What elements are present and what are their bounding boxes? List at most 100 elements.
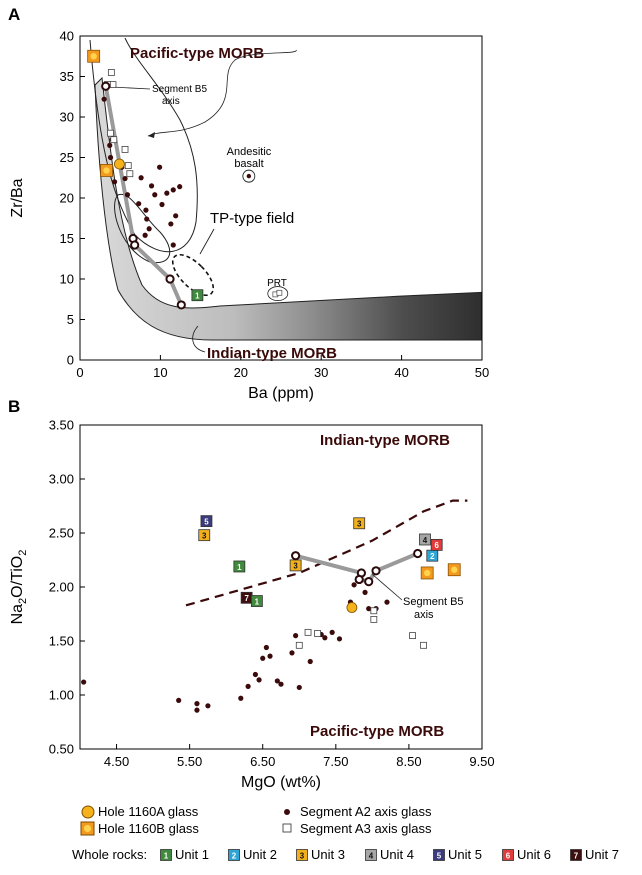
panel-b-x-tick-label: 7.50 (323, 754, 348, 769)
legend-unit-3-marker-number: 3 (300, 851, 305, 860)
panel-b-whole-rock-unit-3-6-box (353, 517, 366, 530)
panel-b-segment-a2-point (205, 703, 211, 709)
panel-b-y-tick-label: 2.50 (49, 526, 74, 541)
panel-b-whole-rock-unit-2-8-number: 2 (430, 552, 435, 561)
legend-unit-5-label: Unit 5 (448, 847, 482, 862)
legend-unit-7-marker-box (570, 849, 582, 861)
panel-b-indian-label: Indian-type MORB (320, 432, 450, 449)
panel-b-whole-rock-unit-3-6-number: 3 (357, 520, 362, 529)
panel-b-whole-rock-unit-6-9-box (430, 538, 443, 551)
panel-a-segment-a2-point (152, 192, 158, 198)
panel-b-segment-a2-point (263, 644, 269, 651)
panel-b-whole-rock-unit-3-1-number: 3 (202, 531, 207, 540)
panel-a-segment-a2-point (170, 242, 176, 248)
legend-unit-6-marker-number: 6 (506, 851, 511, 860)
panel-a-segment-a2-point (168, 221, 174, 227)
panel-a-x-tick-label: 10 (153, 365, 167, 380)
panel-b-segment-a2-point (366, 606, 372, 612)
panel-b-whole-rock-unit-4-7-number: 4 (423, 536, 428, 545)
legend-unit-1-marker-number: 1 (164, 851, 169, 860)
panel-a-y-tick-label: 0 (67, 353, 74, 368)
panel-a-whole-rock-unit-1-box (191, 289, 204, 302)
panel-b-whole-rock-unit-5-0-number: 5 (204, 517, 209, 526)
panel-a-segment-leader (111, 86, 151, 90)
panel-a-segment-a2-point (124, 192, 131, 198)
panel-b-whole-rock-unit-1-2-number: 1 (237, 563, 242, 572)
panel-a-x-tick-label: 0 (76, 365, 83, 380)
panel-b-whole-rock-unit-1-4-box (250, 595, 263, 607)
panel-a-x-tick-label: 40 (394, 365, 408, 380)
panel-a-segment-a2-point (170, 187, 176, 193)
panel-b-segment-a2-point (278, 681, 284, 687)
legend-unit-4-label: Unit 4 (380, 847, 414, 862)
legend-segment-a3-marker (282, 823, 292, 833)
panel-b-x-tick-label: 9.50 (469, 754, 494, 769)
panel-b-segment-label-2: axis (414, 609, 434, 621)
panel-a-segment-b5-point (176, 300, 186, 310)
panel-a-x-axis-label: Ba (ppm) (248, 385, 314, 402)
panel-a-segment-a2-point (177, 184, 183, 190)
legend-unit-5-marker-number: 5 (437, 851, 442, 860)
legend-unit-4-marker-box (365, 849, 377, 861)
panel-a-y-tick-label: 25 (60, 150, 74, 165)
tp-type-field (171, 253, 215, 297)
panel-b-segment-label-1: Segment B5 (403, 596, 464, 608)
panel-b-segment-leader (371, 573, 403, 601)
legend-segment-a2: Segment A2 axis glass (284, 804, 432, 819)
legend-hole-1160b-marker-inner (83, 824, 92, 833)
pacific-morb-field (89, 37, 198, 253)
panel-a-hole-1160a-point (113, 158, 125, 170)
legend-unit-1-label: Unit 1 (175, 847, 209, 862)
legend-unit-5-marker: 5 (433, 849, 445, 861)
panel-b-whole-rock-unit-5-0: 5 (200, 515, 213, 528)
panel-a-tp-label: TP-type field (210, 210, 294, 227)
panel-b-whole-rock-unit-5-0-box (200, 515, 213, 528)
panel-b-segment-a2-point (362, 589, 368, 596)
panel-label-b: B (8, 397, 20, 416)
legend-unit-2-marker: 2 (228, 849, 240, 861)
panel-a-y-tick-label: 10 (60, 272, 74, 287)
panel-a-segment-a3-point (124, 162, 132, 170)
panel-a-segment-a2-point (107, 154, 114, 161)
panel-a-segment-a3-point (107, 129, 114, 137)
panel-b-segment-a2-point (336, 636, 343, 642)
panel-a-segment-a2-point (173, 213, 179, 219)
panel-b-segment-a2-point (238, 695, 244, 701)
panel-a-y-tick-label: 35 (60, 69, 74, 84)
panel-b-segment-a2-point (274, 678, 280, 684)
panel-a-segment-label-2: axis (162, 96, 180, 107)
panel-a-prt-label: PRT (267, 278, 287, 289)
panel-b-whole-rock-unit-6-9: 6 (430, 538, 443, 551)
panel-b-segment-a2-point (245, 683, 251, 689)
panel-a-fields (89, 37, 482, 341)
legend-unit-6-label: Unit 6 (517, 847, 551, 862)
legend-hole-1160a-label: Hole 1160A glass (98, 804, 199, 819)
panel-a-segment-a2-point (156, 164, 163, 170)
panel-b-y-tick-label: 1.00 (49, 688, 74, 703)
legend-unit-4-marker: 4 (365, 849, 377, 861)
panel-b-segment-a3-point (370, 607, 378, 615)
panel-b-segment-b5-point (291, 551, 301, 561)
panel-b-frame (79, 424, 483, 750)
legend-unit-2-marker-box (228, 849, 240, 861)
panel-b-plot: 4.50 5.50 6.50 7.50 8.50 9.50 0.50 1.00 1.50 2.00… (9, 418, 495, 792)
panel-b-x-tick-label: 4.50 (104, 754, 129, 769)
panel-b-segment-a3-point (409, 632, 416, 639)
legend-unit-7-marker: 7 (570, 849, 582, 861)
legend-hole-1160a-marker (81, 805, 95, 819)
panel-b-hole-1160a-point (346, 602, 358, 613)
panel-b-whole-rock-unit-3-5: 3 (289, 559, 302, 572)
panel-b-whole-rock-unit-3-5-number: 3 (293, 562, 298, 571)
panel-b-segment-a2-point (81, 679, 87, 685)
legend-unit-2-label: Unit 2 (243, 847, 277, 862)
legend-unit-2-marker-number: 2 (232, 851, 237, 860)
panel-a-whole-rock-unit-1: 1 (191, 289, 204, 302)
panel-b-whole-rock-unit-7-3-number: 7 (244, 594, 249, 603)
legend-unit-3-marker-box (296, 849, 308, 861)
panel-b-whole-rock-unit-3-6: 3 (353, 517, 366, 530)
legend-units: 1 Unit 1 2 Unit 2 3 Unit 3 4 Unit 4 5 Unit 5 6 Unit… (160, 847, 619, 862)
panel-a-segment-label-1: Segment B5 (152, 84, 207, 95)
panel-b-segment-a2-point (176, 697, 182, 704)
panel-a-segment-b5-point (165, 274, 175, 284)
panel-b-segment-a2-point (260, 655, 266, 661)
